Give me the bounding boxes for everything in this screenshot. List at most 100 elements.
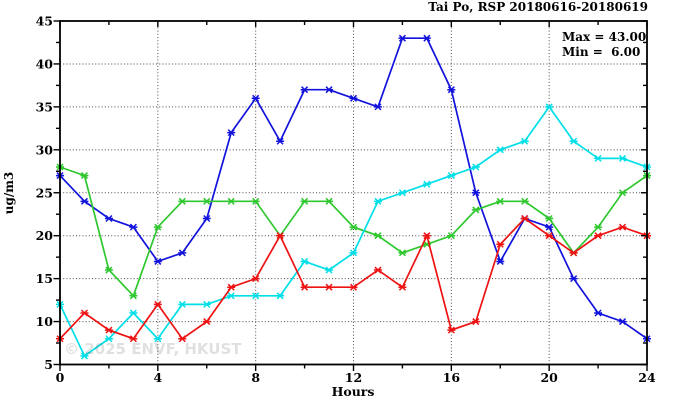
blue-series-marker: [202, 214, 211, 223]
red-series-marker: [569, 249, 578, 257]
red-series-marker: [153, 300, 162, 308]
red-series-marker: [373, 266, 382, 274]
cyan-series-marker: [251, 292, 260, 300]
green-series-marker: [447, 232, 456, 240]
red-series-marker: [104, 326, 113, 334]
cyan-series-marker: [227, 292, 236, 300]
cyan-series-marker: [300, 257, 309, 265]
y-axis-title: ug/m3: [2, 172, 16, 215]
blue-series-marker: [618, 318, 627, 326]
blue-series-marker: [594, 309, 603, 317]
cyan-series-marker: [447, 172, 456, 180]
data-series: [56, 34, 651, 360]
blue-series-marker: [422, 34, 431, 42]
legend-min-label: Min = 6.00: [562, 45, 640, 59]
red-series-marker: [251, 275, 260, 283]
green-series-marker: [80, 172, 89, 180]
blue-series-marker: [227, 129, 236, 137]
green-series-marker: [202, 197, 211, 205]
cyan-series-marker: [471, 163, 480, 171]
green-series-marker: [349, 223, 358, 231]
red-series-marker: [618, 223, 627, 231]
blue-series-marker: [80, 197, 89, 205]
x-tick-label: 4: [153, 370, 162, 385]
cyan-series-marker: [373, 197, 382, 205]
cyan-series-marker: [349, 249, 358, 257]
red-series-marker: [178, 335, 187, 343]
axis-tick-labels: 0 4 8 12 16 20 24 5 10 15 20 25 30 35 40 45: [36, 14, 656, 386]
cyan-series-marker: [569, 137, 578, 145]
y-tick-label: 45: [36, 14, 53, 29]
green-series-marker: [129, 292, 138, 300]
cyan-series-marker: [80, 352, 89, 360]
x-tick-label: 16: [443, 370, 461, 385]
blue-series-marker: [178, 249, 187, 257]
red-series-marker: [496, 240, 505, 248]
blue-series-marker: [251, 94, 260, 102]
blue-series-marker: [325, 86, 334, 94]
blue-series-marker: [398, 34, 407, 42]
red-series-marker: [129, 335, 138, 343]
gridlines: [60, 21, 647, 365]
cyan-series-marker: [520, 137, 529, 145]
green-series-marker: [153, 223, 162, 231]
green-series-marker: [618, 189, 627, 197]
y-tick-label: 35: [36, 99, 53, 114]
green-series-marker: [300, 197, 309, 205]
red-series-marker: [594, 232, 603, 240]
green-series-marker: [545, 214, 554, 223]
cyan-series-marker: [325, 266, 334, 274]
blue-series-marker: [569, 275, 578, 283]
axis-ticks: [53, 20, 648, 371]
blue-series-marker: [276, 137, 285, 145]
red-series-marker: [398, 283, 407, 291]
red-series-line: [59, 217, 648, 340]
y-tick-label: 25: [36, 185, 53, 200]
x-tick-label: 8: [251, 370, 260, 385]
cyan-series-marker: [618, 154, 627, 162]
cyan-series-marker: [545, 103, 554, 111]
blue-series-marker: [104, 214, 113, 223]
y-tick-label: 15: [36, 271, 53, 286]
green-series-marker: [594, 223, 603, 231]
green-series-marker: [471, 206, 480, 214]
green-series-line: [59, 166, 648, 298]
cyan-series-marker: [202, 300, 211, 308]
green-series-marker: [496, 197, 505, 205]
x-tick-label: 0: [56, 370, 65, 385]
cyan-series-marker: [398, 189, 407, 197]
red-series-marker: [545, 232, 554, 240]
red-series-marker: [80, 309, 89, 317]
blue-series-marker: [545, 223, 554, 231]
green-series-marker: [325, 197, 334, 205]
red-series-marker: [325, 283, 334, 291]
cyan-series-marker: [129, 309, 138, 317]
cyan-series-marker: [496, 146, 505, 154]
cyan-series-marker: [594, 154, 603, 162]
cyan-series-marker: [178, 300, 187, 308]
blue-series-marker: [129, 223, 138, 231]
chart-title: Tai Po, RSP 20180616-20180619: [428, 0, 648, 14]
cyan-series-marker: [276, 292, 285, 300]
x-tick-label: 20: [540, 370, 558, 385]
green-series-marker: [104, 266, 113, 274]
red-series-marker: [349, 283, 358, 291]
blue-series-marker: [300, 86, 309, 94]
blue-series-marker: [373, 103, 382, 111]
legend-max-label: Max = 43.00: [562, 30, 646, 44]
cyan-series-marker: [104, 335, 113, 343]
x-axis-title: Hours: [332, 384, 375, 399]
x-tick-label: 12: [345, 370, 362, 385]
green-series-marker: [178, 197, 187, 205]
red-series-marker: [227, 283, 236, 291]
y-tick-label: 40: [36, 56, 54, 71]
green-series-marker: [251, 197, 260, 205]
green-series-marker: [373, 232, 382, 240]
blue-series-marker: [496, 257, 505, 265]
red-series-marker: [300, 283, 309, 291]
y-tick-label: 20: [36, 228, 54, 243]
green-series-marker: [398, 249, 407, 257]
red-series-marker: [471, 318, 480, 326]
red-series-marker: [422, 232, 431, 240]
